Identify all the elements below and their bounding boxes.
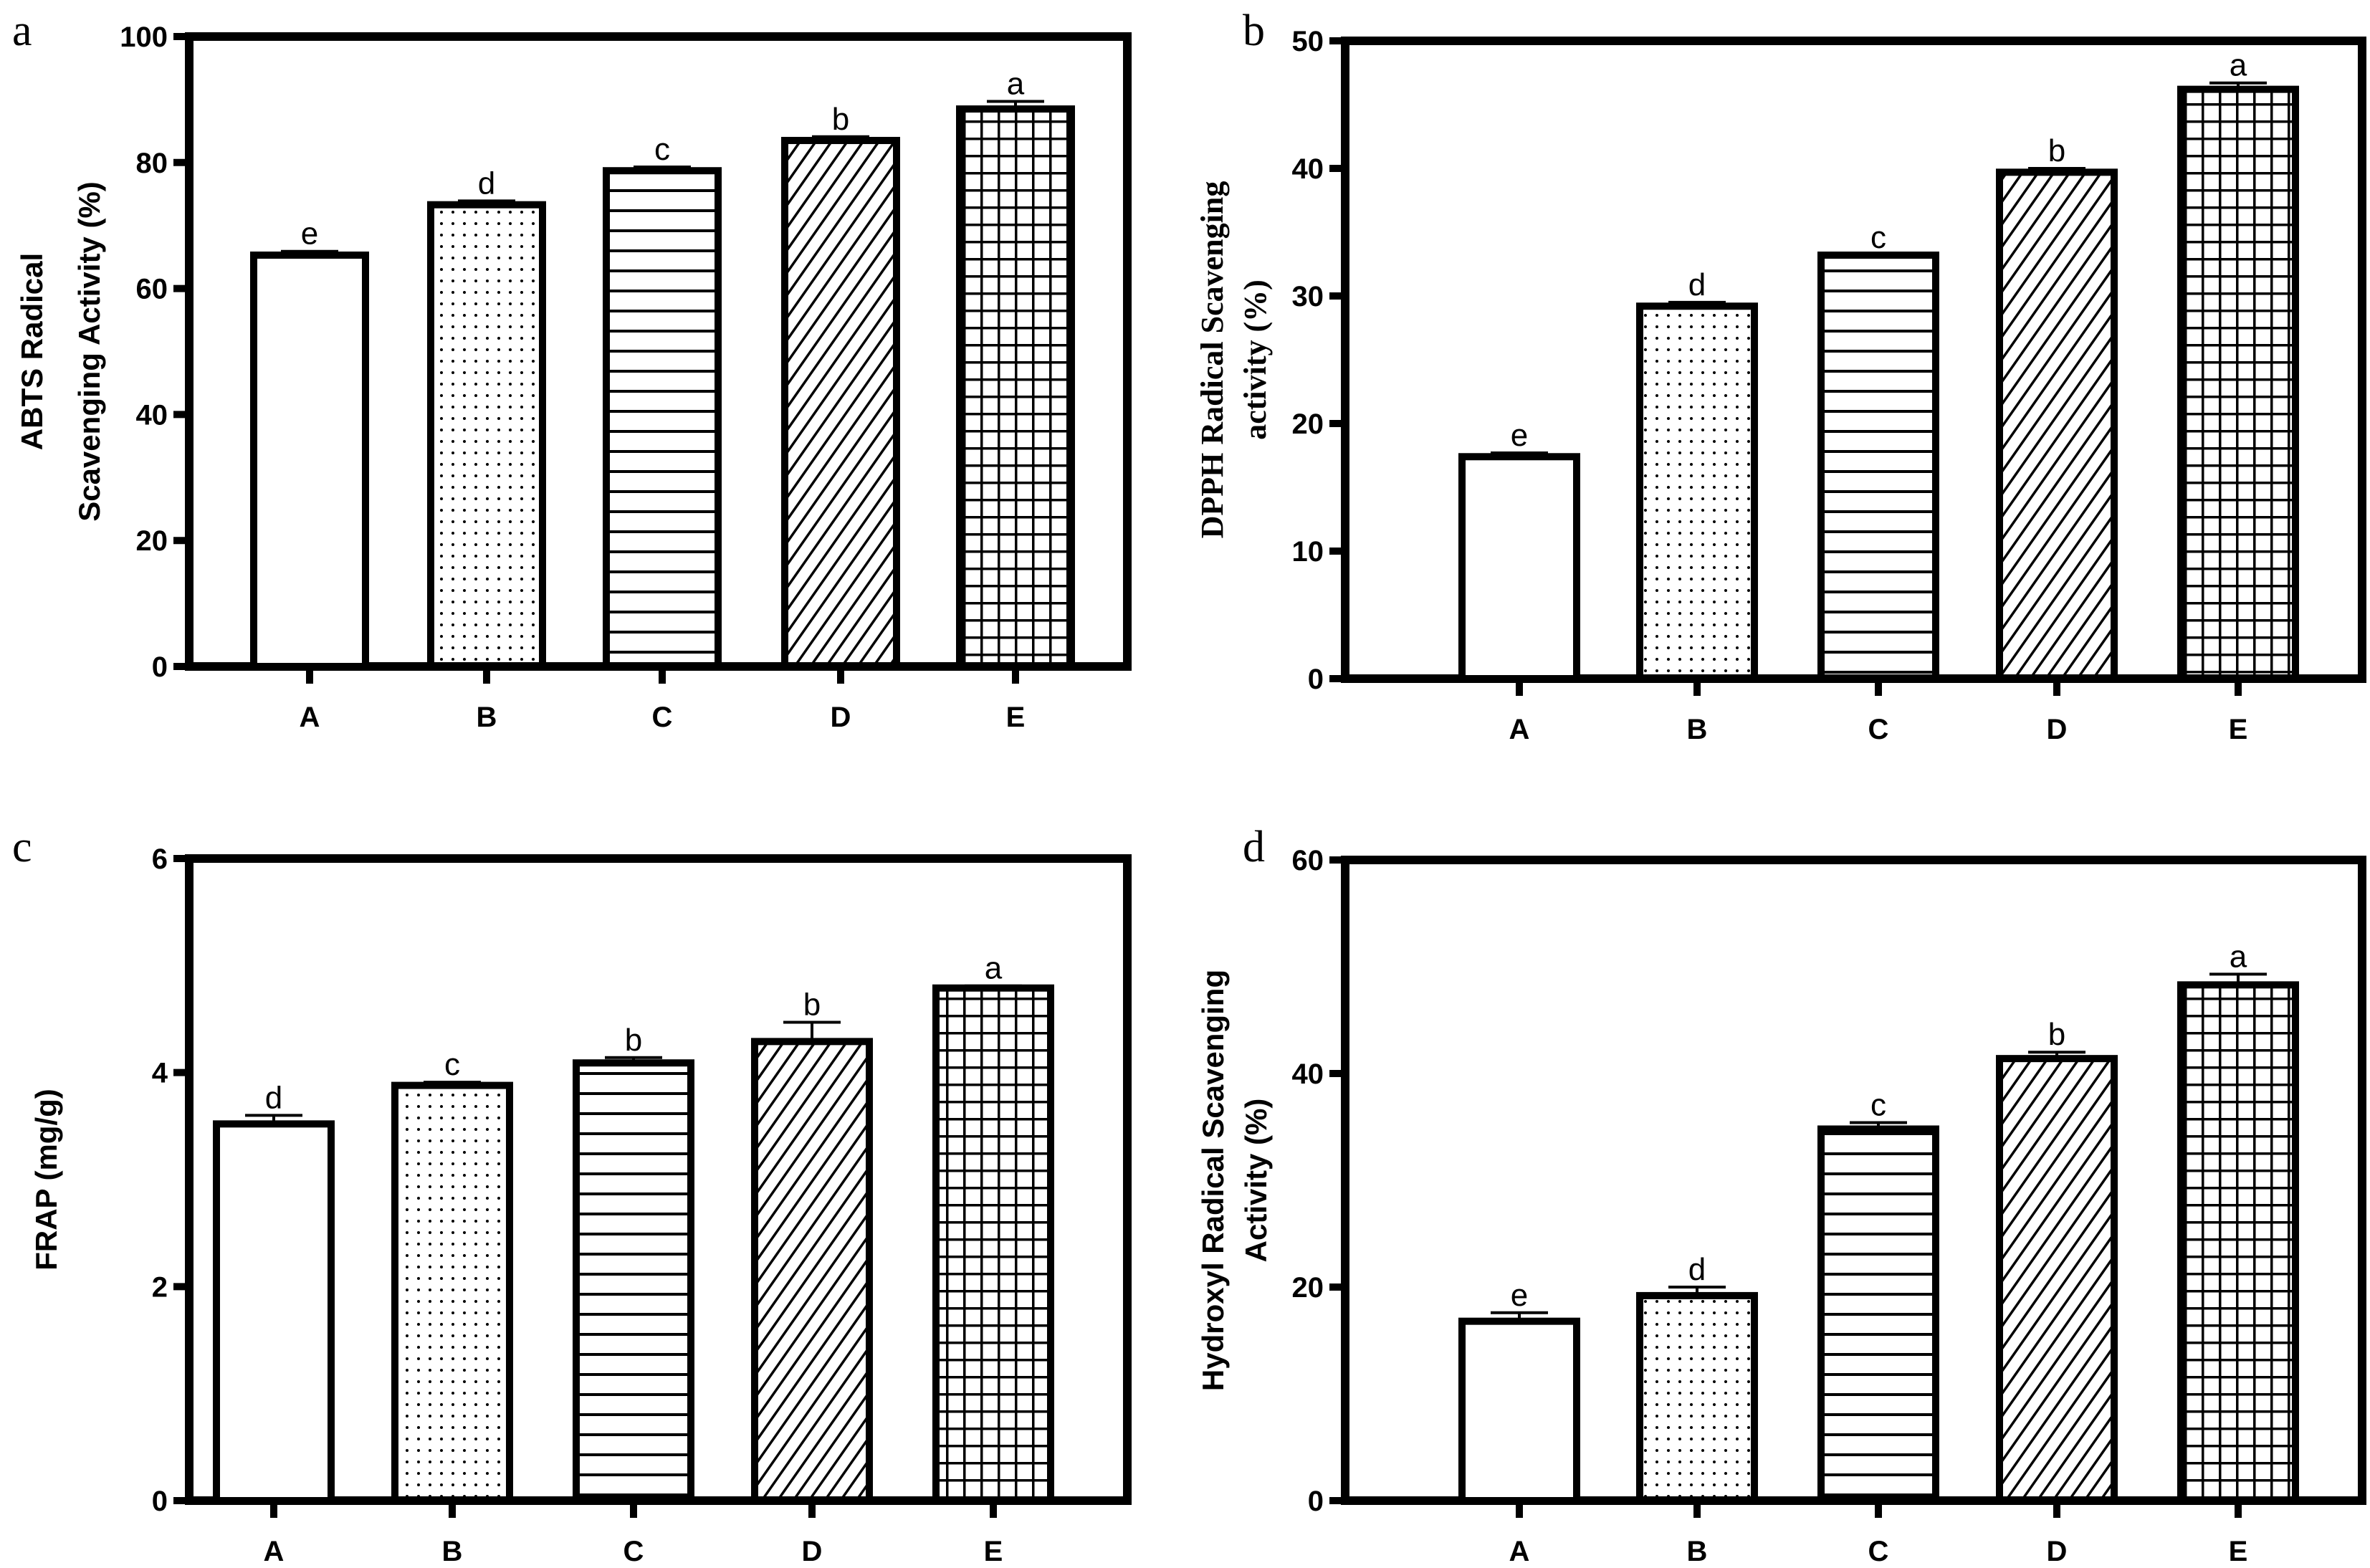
bar-D xyxy=(781,137,900,671)
significance-letter: d xyxy=(1688,1252,1706,1287)
bar-E xyxy=(2177,981,2299,1504)
y-tick-label: 0 xyxy=(152,651,168,683)
bar-B xyxy=(1636,1291,1758,1505)
significance-letter: b xyxy=(832,102,849,137)
bar-A xyxy=(250,252,369,670)
x-tick-label: B xyxy=(1687,714,1708,745)
bar-C xyxy=(1817,252,1939,683)
bar-B xyxy=(1636,302,1758,682)
bar-E xyxy=(956,105,1075,670)
significance-letter: a xyxy=(985,951,1003,986)
significance-letter: b xyxy=(803,987,821,1022)
x-tick-label: D xyxy=(802,1536,823,1567)
significance-letter: c xyxy=(654,132,670,167)
y-tick-label: 60 xyxy=(136,274,168,305)
x-tick-label: C xyxy=(1868,714,1889,745)
x-tick-label: E xyxy=(1006,702,1026,733)
x-tick-label: E xyxy=(2229,1536,2248,1567)
panel-label: d xyxy=(1243,823,1265,871)
x-tick-label: A xyxy=(1509,714,1530,745)
y-tick-label: 4 xyxy=(152,1058,168,1089)
x-tick-label: B xyxy=(477,702,497,733)
x-tick-label: C xyxy=(652,702,673,733)
y-tick-label: 20 xyxy=(1292,408,1324,440)
panel-c: c 0 2 4 6 FRAP (mg/g) d Ac Bb Cb Da E xyxy=(12,823,1132,1567)
significance-letter: a xyxy=(2230,48,2247,83)
bar-C xyxy=(1817,1125,1939,1504)
y-tick-label: 50 xyxy=(1292,26,1324,57)
bar-C xyxy=(603,167,722,671)
significance-letter: a xyxy=(1007,67,1025,102)
x-tick-label: B xyxy=(442,1536,463,1567)
bar-A xyxy=(1458,1317,1580,1505)
significance-letter: b xyxy=(2048,133,2065,168)
y-tick-label: 40 xyxy=(136,399,168,431)
bar-B xyxy=(391,1081,513,1504)
y-tick-label: 100 xyxy=(120,21,168,53)
bar-E xyxy=(932,984,1054,1504)
x-tick-label: C xyxy=(1868,1536,1889,1567)
significance-letter: b xyxy=(2048,1017,2065,1052)
y-tick-label: 20 xyxy=(136,525,168,557)
y-tick-label: 10 xyxy=(1292,536,1324,568)
y-axis-label: DPPH Radical Scavenging xyxy=(1195,181,1230,539)
y-tick-label: 20 xyxy=(1292,1272,1324,1304)
panel-d: d 0 20 40 60 Hydroxyl Radical Scavenging Activ… xyxy=(1196,823,2366,1567)
y-tick-label: 2 xyxy=(152,1271,168,1303)
significance-letter: b xyxy=(625,1023,642,1058)
significance-letter: d xyxy=(265,1080,282,1115)
x-tick-label: A xyxy=(300,702,320,733)
panel-b: b 0 10 20 30 40 50 DPPH Radical Scavenging activ… xyxy=(1195,6,2366,745)
y-tick-label: 0 xyxy=(1308,664,1324,695)
bar-C xyxy=(573,1059,694,1504)
x-tick-label: C xyxy=(623,1536,644,1567)
significance-letter: c xyxy=(1870,1088,1886,1123)
y-tick-label: 40 xyxy=(1292,1058,1324,1090)
significance-letter: c xyxy=(1870,220,1886,255)
significance-letter: e xyxy=(301,216,318,252)
significance-letter: e xyxy=(1511,1278,1528,1313)
y-tick-label: 80 xyxy=(136,148,168,179)
x-tick-label: D xyxy=(2047,714,2068,745)
panel-label: a xyxy=(12,6,32,55)
x-tick-label: A xyxy=(1509,1536,1530,1567)
significance-letter: c xyxy=(444,1047,460,1082)
significance-letter: d xyxy=(478,166,495,201)
y-axis-label: Activity (%) xyxy=(1239,1099,1273,1263)
bar-D xyxy=(1996,168,2118,682)
y-axis-label: ABTS Radical xyxy=(15,253,49,450)
y-tick-label: 6 xyxy=(152,843,168,875)
bar-B xyxy=(427,201,546,670)
x-tick-label: B xyxy=(1687,1536,1708,1567)
y-tick-label: 0 xyxy=(152,1486,168,1517)
y-tick-label: 30 xyxy=(1292,281,1324,312)
panel-label: c xyxy=(12,823,32,871)
panel-label: b xyxy=(1243,6,1265,55)
y-tick-label: 0 xyxy=(1308,1486,1324,1517)
bar-A xyxy=(213,1120,335,1504)
y-axis-label: Hydroxyl Radical Scavenging xyxy=(1196,970,1230,1391)
significance-letter: e xyxy=(1511,418,1528,453)
y-axis-label: activity (%) xyxy=(1238,279,1273,440)
significance-letter: a xyxy=(2230,939,2247,974)
bar-E xyxy=(2177,85,2299,682)
x-tick-label: E xyxy=(2229,714,2248,745)
bar-D xyxy=(751,1038,873,1504)
bar-A xyxy=(1458,453,1580,683)
y-tick-label: 40 xyxy=(1292,153,1324,185)
x-tick-label: A xyxy=(264,1536,285,1567)
y-axis-label: FRAP (mg/g) xyxy=(29,1089,63,1271)
x-tick-label: E xyxy=(984,1536,1003,1567)
panel-a: a 0 20 40 60 80 100 ABTS Radical Scavenging Acti… xyxy=(12,6,1132,733)
y-tick-label: 60 xyxy=(1292,845,1324,876)
x-tick-label: D xyxy=(831,702,851,733)
significance-letter: d xyxy=(1688,267,1706,302)
x-tick-label: D xyxy=(2047,1536,2068,1567)
bar-D xyxy=(1996,1055,2118,1504)
y-axis-label: Scavenging Activity (%) xyxy=(72,181,106,522)
